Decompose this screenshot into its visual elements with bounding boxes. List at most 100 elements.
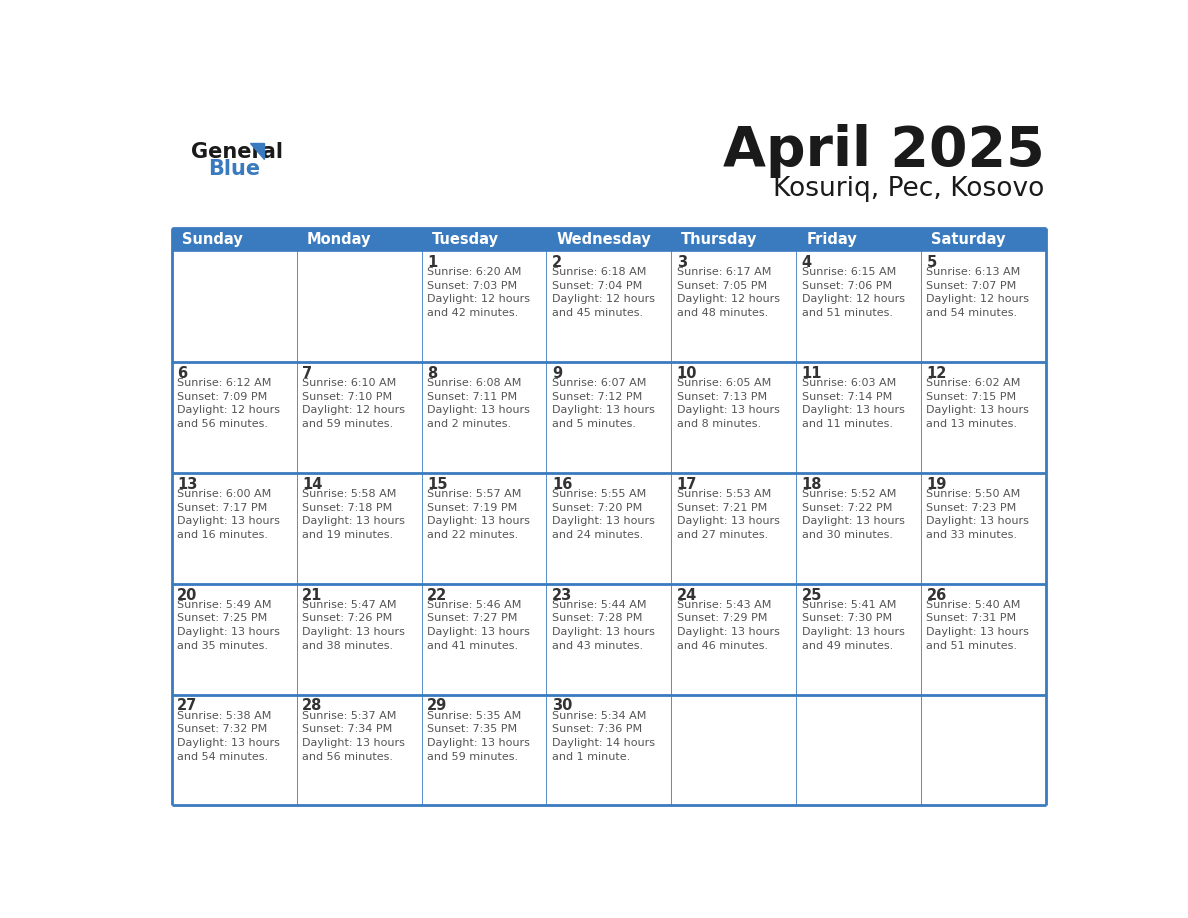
Bar [297,473,422,584]
Text: Sunrise: 5:47 AM
Sunset: 7:26 PM
Daylight: 13 hours
and 38 minutes.: Sunrise: 5:47 AM Sunset: 7:26 PM Dayligh… [302,599,405,651]
Text: 8: 8 [426,365,437,381]
Text: Sunrise: 6:15 AM
Sunset: 7:06 PM
Daylight: 12 hours
and 51 minutes.: Sunrise: 6:15 AM Sunset: 7:06 PM Dayligh… [802,267,904,318]
Bar [172,228,1045,251]
Text: 4: 4 [802,255,811,270]
Text: 27: 27 [177,699,197,713]
Text: Sunrise: 6:03 AM
Sunset: 7:14 PM
Daylight: 13 hours
and 11 minutes.: Sunrise: 6:03 AM Sunset: 7:14 PM Dayligh… [802,378,904,429]
Text: Kosuriq, Pec, Kosovo: Kosuriq, Pec, Kosovo [773,175,1044,202]
Text: 19: 19 [927,476,947,492]
Text: 12: 12 [927,365,947,381]
Text: Sunrise: 5:53 AM
Sunset: 7:21 PM
Daylight: 13 hours
and 27 minutes.: Sunrise: 5:53 AM Sunset: 7:21 PM Dayligh… [677,489,779,540]
Text: Sunrise: 6:18 AM
Sunset: 7:04 PM
Daylight: 12 hours
and 45 minutes.: Sunrise: 6:18 AM Sunset: 7:04 PM Dayligh… [552,267,655,318]
Bar [546,251,671,362]
Text: 24: 24 [677,588,697,602]
Text: 6: 6 [177,365,188,381]
Text: Sunrise: 5:50 AM
Sunset: 7:23 PM
Daylight: 13 hours
and 33 minutes.: Sunrise: 5:50 AM Sunset: 7:23 PM Dayligh… [927,489,1029,540]
Text: 26: 26 [927,588,947,602]
Text: 10: 10 [677,365,697,381]
Text: Sunrise: 6:17 AM
Sunset: 7:05 PM
Daylight: 12 hours
and 48 minutes.: Sunrise: 6:17 AM Sunset: 7:05 PM Dayligh… [677,267,779,318]
Bar [546,695,671,805]
Bar [172,584,297,695]
Bar [172,362,297,473]
Text: 9: 9 [552,365,562,381]
Text: Sunrise: 6:13 AM
Sunset: 7:07 PM
Daylight: 12 hours
and 54 minutes.: Sunrise: 6:13 AM Sunset: 7:07 PM Dayligh… [927,267,1030,318]
Bar [422,695,546,805]
Polygon shape [249,143,264,159]
Text: Sunrise: 6:20 AM
Sunset: 7:03 PM
Daylight: 12 hours
and 42 minutes.: Sunrise: 6:20 AM Sunset: 7:03 PM Dayligh… [426,267,530,318]
Text: Sunrise: 5:44 AM
Sunset: 7:28 PM
Daylight: 13 hours
and 43 minutes.: Sunrise: 5:44 AM Sunset: 7:28 PM Dayligh… [552,599,655,651]
Bar [921,251,1045,362]
Bar [172,251,297,362]
Bar [172,473,297,584]
Text: Sunrise: 5:58 AM
Sunset: 7:18 PM
Daylight: 13 hours
and 19 minutes.: Sunrise: 5:58 AM Sunset: 7:18 PM Dayligh… [302,489,405,540]
Text: Saturday: Saturday [931,232,1005,247]
Bar [671,362,796,473]
Text: Sunrise: 5:52 AM
Sunset: 7:22 PM
Daylight: 13 hours
and 30 minutes.: Sunrise: 5:52 AM Sunset: 7:22 PM Dayligh… [802,489,904,540]
Text: Thursday: Thursday [681,232,758,247]
Text: 28: 28 [302,699,322,713]
Bar [172,695,297,805]
Text: Sunrise: 5:46 AM
Sunset: 7:27 PM
Daylight: 13 hours
and 41 minutes.: Sunrise: 5:46 AM Sunset: 7:27 PM Dayligh… [426,599,530,651]
Text: Sunrise: 6:05 AM
Sunset: 7:13 PM
Daylight: 13 hours
and 8 minutes.: Sunrise: 6:05 AM Sunset: 7:13 PM Dayligh… [677,378,779,429]
Text: 7: 7 [302,365,312,381]
Bar [297,695,422,805]
Text: 23: 23 [552,588,573,602]
Text: Monday: Monday [307,232,371,247]
Text: Sunrise: 5:49 AM
Sunset: 7:25 PM
Daylight: 13 hours
and 35 minutes.: Sunrise: 5:49 AM Sunset: 7:25 PM Dayligh… [177,599,280,651]
Bar [796,695,921,805]
Bar [671,584,796,695]
Bar [297,251,422,362]
Text: Sunrise: 6:00 AM
Sunset: 7:17 PM
Daylight: 13 hours
and 16 minutes.: Sunrise: 6:00 AM Sunset: 7:17 PM Dayligh… [177,489,280,540]
Text: 21: 21 [302,588,322,602]
Text: Sunrise: 5:34 AM
Sunset: 7:36 PM
Daylight: 14 hours
and 1 minute.: Sunrise: 5:34 AM Sunset: 7:36 PM Dayligh… [552,711,655,762]
Text: Sunday: Sunday [182,232,242,247]
Bar [422,362,546,473]
Text: Sunrise: 6:10 AM
Sunset: 7:10 PM
Daylight: 12 hours
and 59 minutes.: Sunrise: 6:10 AM Sunset: 7:10 PM Dayligh… [302,378,405,429]
Text: Sunrise: 5:37 AM
Sunset: 7:34 PM
Daylight: 13 hours
and 56 minutes.: Sunrise: 5:37 AM Sunset: 7:34 PM Dayligh… [302,711,405,762]
Text: Sunrise: 6:12 AM
Sunset: 7:09 PM
Daylight: 12 hours
and 56 minutes.: Sunrise: 6:12 AM Sunset: 7:09 PM Dayligh… [177,378,280,429]
Bar [796,473,921,584]
Bar [796,251,921,362]
Text: General: General [191,142,283,162]
Bar [921,473,1045,584]
Bar [921,695,1045,805]
Text: Sunrise: 5:43 AM
Sunset: 7:29 PM
Daylight: 13 hours
and 46 minutes.: Sunrise: 5:43 AM Sunset: 7:29 PM Dayligh… [677,599,779,651]
Bar [671,473,796,584]
Text: 22: 22 [426,588,447,602]
Text: Sunrise: 6:08 AM
Sunset: 7:11 PM
Daylight: 13 hours
and 2 minutes.: Sunrise: 6:08 AM Sunset: 7:11 PM Dayligh… [426,378,530,429]
Text: Sunrise: 5:55 AM
Sunset: 7:20 PM
Daylight: 13 hours
and 24 minutes.: Sunrise: 5:55 AM Sunset: 7:20 PM Dayligh… [552,489,655,540]
Text: 13: 13 [177,476,197,492]
Bar [546,362,671,473]
Text: Friday: Friday [807,232,857,247]
Bar [546,584,671,695]
Text: 17: 17 [677,476,697,492]
Bar [422,251,546,362]
Text: 18: 18 [802,476,822,492]
Text: 20: 20 [177,588,197,602]
Bar [297,584,422,695]
Text: Sunrise: 6:07 AM
Sunset: 7:12 PM
Daylight: 13 hours
and 5 minutes.: Sunrise: 6:07 AM Sunset: 7:12 PM Dayligh… [552,378,655,429]
Text: Sunrise: 6:02 AM
Sunset: 7:15 PM
Daylight: 13 hours
and 13 minutes.: Sunrise: 6:02 AM Sunset: 7:15 PM Dayligh… [927,378,1029,429]
Text: Wednesday: Wednesday [556,232,651,247]
Text: April 2025: April 2025 [722,124,1044,178]
Text: Sunrise: 5:38 AM
Sunset: 7:32 PM
Daylight: 13 hours
and 54 minutes.: Sunrise: 5:38 AM Sunset: 7:32 PM Dayligh… [177,711,280,762]
Text: 29: 29 [426,699,447,713]
Bar [422,584,546,695]
Text: 16: 16 [552,476,573,492]
Text: 30: 30 [552,699,573,713]
Text: 2: 2 [552,255,562,270]
Text: Sunrise: 5:40 AM
Sunset: 7:31 PM
Daylight: 13 hours
and 51 minutes.: Sunrise: 5:40 AM Sunset: 7:31 PM Dayligh… [927,599,1029,651]
Bar [671,695,796,805]
Text: Tuesday: Tuesday [431,232,499,247]
Text: Sunrise: 5:35 AM
Sunset: 7:35 PM
Daylight: 13 hours
and 59 minutes.: Sunrise: 5:35 AM Sunset: 7:35 PM Dayligh… [426,711,530,762]
Text: Blue: Blue [208,160,260,179]
Bar [422,473,546,584]
Text: 14: 14 [302,476,322,492]
Text: 5: 5 [927,255,937,270]
Bar [921,362,1045,473]
Text: 25: 25 [802,588,822,602]
Text: 1: 1 [426,255,437,270]
Bar [921,584,1045,695]
Text: Sunrise: 5:57 AM
Sunset: 7:19 PM
Daylight: 13 hours
and 22 minutes.: Sunrise: 5:57 AM Sunset: 7:19 PM Dayligh… [426,489,530,540]
Bar [796,584,921,695]
